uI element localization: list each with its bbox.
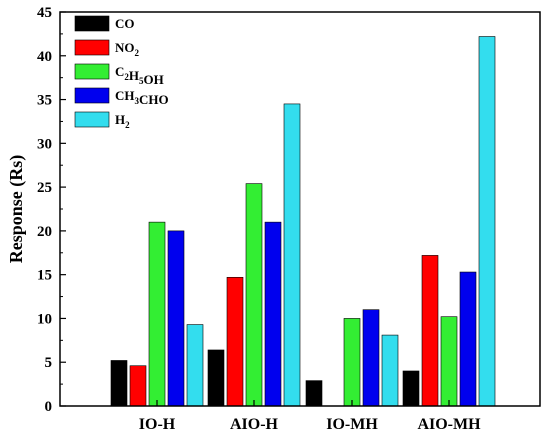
bar-h2-io-mh — [381, 334, 399, 407]
bar-c2h5oh-aio-mh — [440, 316, 458, 407]
bar-c2h5oh-io-mh — [343, 318, 361, 407]
legend-label-ch3cho: CH3CHO — [115, 88, 169, 107]
y-tick-label: 5 — [45, 355, 53, 371]
x-tick-label-aio-h: AIO-H — [230, 416, 279, 433]
y-tick-label: 30 — [37, 136, 52, 152]
legend-swatch-no2 — [74, 39, 110, 56]
legend-swatch-co — [74, 15, 110, 32]
bar-no2-io-h — [129, 365, 147, 407]
bar-co-io-h — [110, 360, 128, 407]
y-tick-label: 0 — [45, 399, 53, 415]
bar-no2-aio-mh — [421, 255, 439, 407]
legend-swatch-c2h5oh — [74, 63, 110, 80]
bar-h2-io-h — [186, 324, 204, 407]
legend-swatch-h2 — [74, 111, 110, 128]
bar-ch3cho-aio-h — [264, 221, 282, 407]
legend-label-c2h5oh: C2H5OH — [115, 64, 164, 87]
bar-ch3cho-io-mh — [362, 309, 380, 407]
bar-h2-aio-mh — [478, 36, 496, 407]
y-tick-label: 40 — [37, 49, 52, 65]
legend-swatch-ch3cho — [74, 87, 110, 104]
y-tick-label: 35 — [37, 93, 52, 109]
y-tick-label: 20 — [37, 224, 52, 240]
bar-ch3cho-aio-mh — [459, 271, 477, 407]
bar-ch3cho-io-h — [167, 230, 185, 407]
bar-c2h5oh-io-h — [148, 221, 166, 407]
bar-co-aio-h — [207, 349, 225, 407]
x-tick-label-io-mh: IO-MH — [326, 416, 378, 433]
bars-layer — [110, 36, 496, 407]
bar-co-io-mh — [305, 380, 323, 407]
y-tick-label: 10 — [37, 311, 52, 327]
y-tick-label: 15 — [37, 268, 52, 284]
legend-label-h2: H2 — [115, 112, 130, 130]
legend-label-no2: NO2 — [115, 40, 140, 58]
legend-label-co: CO — [115, 16, 135, 31]
y-tick-label: 45 — [37, 5, 52, 21]
bar-co-aio-mh — [402, 370, 420, 407]
x-tick-label-aio-mh: AIO-MH — [417, 416, 481, 433]
bar-c2h5oh-aio-h — [245, 183, 263, 407]
y-axis-title: Response (Rs) — [6, 155, 27, 264]
bar-no2-aio-h — [226, 276, 244, 407]
axes-layer: 0 5 10 15 20 25 30 35 40 45 IO-H AIO-H IO-MH AIO-MH Re… — [6, 5, 541, 433]
x-tick-label-io-h: IO-H — [139, 416, 176, 433]
bar-h2-aio-h — [283, 103, 301, 407]
y-tick-label: 25 — [37, 180, 52, 196]
